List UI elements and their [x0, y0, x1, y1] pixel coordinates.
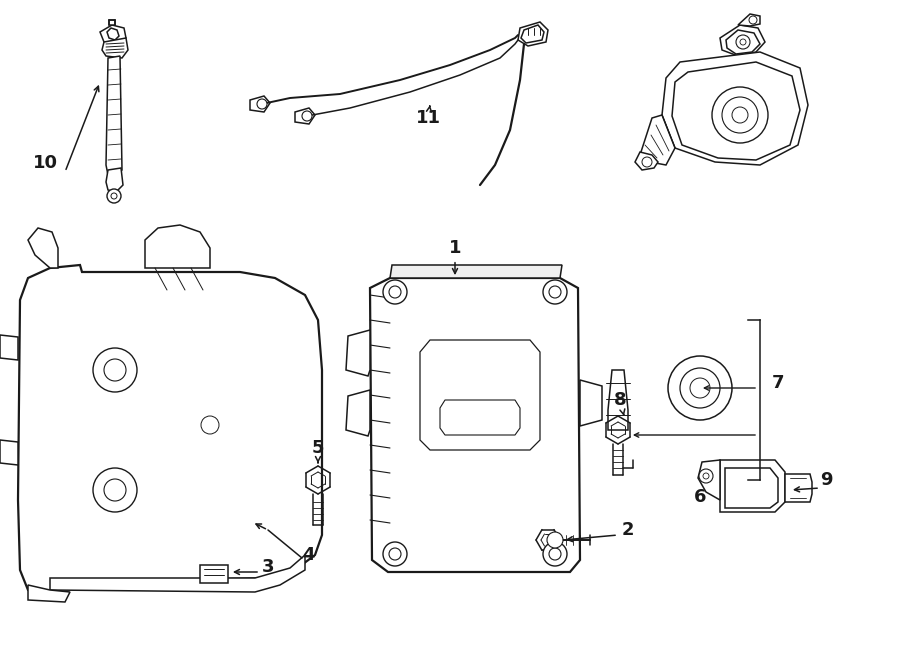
Polygon shape: [295, 108, 315, 124]
Text: 10: 10: [32, 154, 58, 172]
Polygon shape: [28, 585, 70, 602]
Circle shape: [257, 99, 267, 109]
Polygon shape: [725, 468, 778, 508]
Polygon shape: [662, 52, 808, 165]
Circle shape: [722, 97, 758, 133]
Circle shape: [549, 548, 561, 560]
Circle shape: [703, 473, 709, 479]
Circle shape: [740, 39, 746, 45]
Circle shape: [389, 286, 401, 298]
Polygon shape: [106, 56, 122, 178]
Polygon shape: [390, 265, 562, 278]
Circle shape: [668, 356, 732, 420]
Circle shape: [93, 468, 137, 512]
Polygon shape: [720, 460, 785, 512]
Circle shape: [302, 111, 312, 121]
Polygon shape: [720, 25, 765, 56]
Circle shape: [680, 368, 720, 408]
Polygon shape: [200, 565, 228, 583]
Polygon shape: [250, 96, 270, 112]
Polygon shape: [28, 228, 58, 268]
Polygon shape: [672, 62, 800, 160]
Polygon shape: [0, 440, 18, 465]
Polygon shape: [346, 330, 370, 376]
Polygon shape: [698, 460, 720, 500]
Polygon shape: [18, 265, 322, 592]
Circle shape: [543, 280, 567, 304]
Circle shape: [543, 542, 567, 566]
Circle shape: [104, 359, 126, 381]
Polygon shape: [726, 30, 760, 54]
Text: 8: 8: [614, 391, 626, 415]
Circle shape: [749, 16, 757, 24]
Polygon shape: [518, 22, 548, 46]
Polygon shape: [521, 25, 544, 43]
Polygon shape: [109, 20, 115, 25]
Text: 7: 7: [772, 374, 785, 392]
Circle shape: [93, 348, 137, 392]
Circle shape: [699, 469, 713, 483]
Polygon shape: [640, 115, 675, 165]
Polygon shape: [102, 38, 128, 58]
Polygon shape: [580, 380, 602, 426]
Circle shape: [383, 542, 407, 566]
Polygon shape: [608, 370, 628, 430]
Circle shape: [690, 378, 710, 398]
Polygon shape: [0, 335, 18, 360]
Circle shape: [111, 193, 117, 199]
Circle shape: [201, 416, 219, 434]
Polygon shape: [100, 25, 126, 44]
Polygon shape: [106, 168, 123, 192]
Circle shape: [104, 479, 126, 501]
Polygon shape: [635, 152, 658, 170]
Polygon shape: [420, 340, 540, 450]
Circle shape: [389, 548, 401, 560]
Circle shape: [547, 532, 563, 548]
Circle shape: [712, 87, 768, 143]
Circle shape: [383, 280, 407, 304]
Text: 5: 5: [311, 439, 324, 463]
Circle shape: [549, 286, 561, 298]
Polygon shape: [145, 225, 210, 268]
Polygon shape: [370, 278, 580, 572]
Circle shape: [642, 157, 652, 167]
Text: 6: 6: [694, 488, 706, 506]
Circle shape: [107, 189, 121, 203]
Polygon shape: [738, 14, 760, 26]
Polygon shape: [785, 474, 812, 502]
Polygon shape: [107, 28, 119, 40]
Polygon shape: [50, 555, 305, 592]
Text: 9: 9: [820, 471, 832, 489]
Text: 1: 1: [449, 239, 461, 274]
Text: 2: 2: [622, 521, 634, 539]
Text: 3: 3: [262, 558, 274, 576]
Polygon shape: [440, 400, 520, 435]
Text: 11: 11: [416, 106, 440, 127]
Polygon shape: [346, 390, 370, 436]
Text: 4: 4: [302, 546, 314, 564]
Circle shape: [732, 107, 748, 123]
Circle shape: [736, 35, 750, 49]
